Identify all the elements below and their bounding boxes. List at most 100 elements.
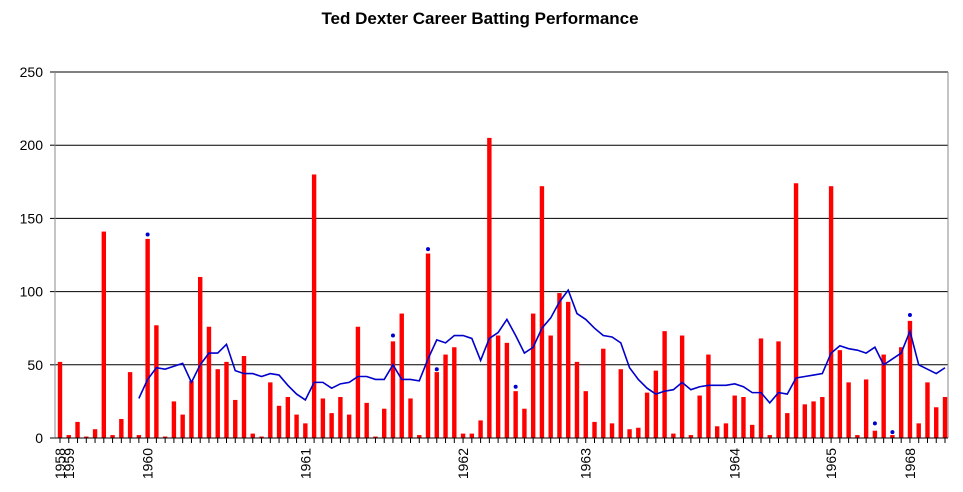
bar [110,435,115,438]
point [513,384,518,389]
bar [539,186,545,438]
bar [662,331,667,438]
bar [434,372,439,438]
bar [127,372,133,438]
bar [399,313,404,438]
bar [785,413,790,438]
point [145,232,150,237]
bar [898,347,904,438]
bar [285,397,291,438]
bar [443,354,448,438]
y-tick-label: 0 [35,430,43,446]
point [872,421,877,426]
bar [627,429,632,438]
bar [101,231,107,438]
bar [767,435,772,438]
bar [259,436,264,438]
bar [916,423,921,438]
bar [303,423,308,438]
bar [653,370,659,438]
bar [872,430,878,438]
bar [679,335,685,438]
bar [320,398,326,438]
bar [566,301,571,438]
bar [469,433,475,438]
bar [522,408,527,438]
y-tick-label: 100 [20,284,44,300]
bar [329,413,334,438]
x-tick-label: 1962 [455,448,471,479]
bar [644,392,650,438]
point [390,333,395,338]
bar [355,326,361,438]
bar [741,397,746,438]
bar [189,380,194,438]
moving-average-line [138,288,946,405]
bar [688,435,694,438]
bar [382,408,387,438]
bar [487,137,492,438]
bar [390,341,396,438]
bar [57,361,63,438]
bar [732,395,737,438]
bar [250,433,255,438]
x-tick-label: 1958 [52,448,68,479]
bar [224,361,229,438]
bar [180,414,185,438]
x-tick-label: 1959 [61,448,77,479]
bar [75,421,80,438]
bar [530,313,536,438]
x-tick-label: 1963 [578,448,594,479]
bar [425,253,431,438]
y-tick-label: 250 [20,64,44,80]
bar [837,350,843,438]
bar [162,436,168,438]
chart-title: Ted Dexter Career Batting Performance [321,9,638,28]
bar [925,382,930,438]
bar [811,401,816,438]
bar [820,397,825,438]
bar [776,341,781,438]
bar [311,174,317,439]
bar [171,401,177,438]
bar [136,435,142,438]
bar [802,404,808,438]
bar [863,379,869,438]
bar [714,426,720,438]
bar [697,395,702,438]
y-tick-label: 150 [20,210,44,226]
y-tick-label: 200 [20,137,44,153]
bar [592,421,597,438]
bar [504,342,510,438]
bar [215,369,220,438]
bar [154,325,159,438]
bar [583,391,588,438]
point [434,367,439,372]
bar [373,436,378,438]
bar [294,414,299,438]
bar [855,435,860,438]
bar [828,186,834,438]
bar [408,398,413,438]
bar [574,361,580,438]
bar [942,397,948,438]
bar [241,356,247,438]
bar [119,418,124,438]
bar [460,433,466,438]
bar [346,414,352,438]
y-tick-label: 50 [27,357,43,373]
bar [934,407,939,438]
bar [495,335,501,438]
x-tick-label: 1960 [140,448,156,479]
bar [636,427,641,438]
bar [145,238,150,438]
bar [601,348,606,438]
bar [364,402,369,438]
bar [890,435,895,438]
point [890,430,895,435]
point [426,247,431,252]
x-tick-label: 1961 [297,448,313,479]
x-tick-label: 1968 [902,448,918,479]
bar [338,397,343,438]
